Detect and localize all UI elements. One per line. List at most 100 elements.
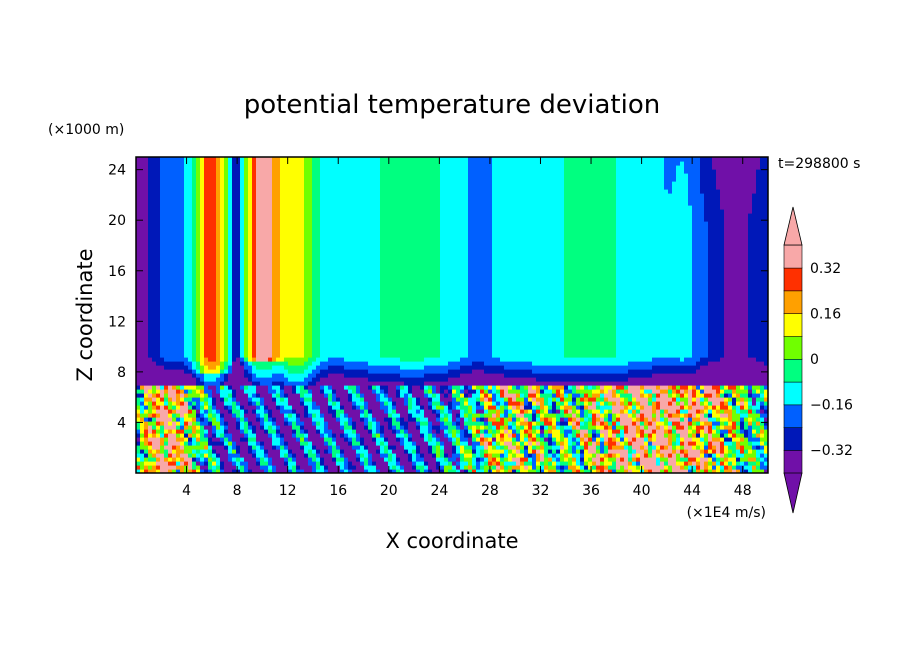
field-cell (156, 397, 161, 402)
field-cell (356, 233, 361, 238)
field-cell (296, 277, 301, 282)
field-cell (144, 157, 149, 162)
field-cell (240, 401, 245, 406)
field-cell (384, 273, 389, 278)
field-cell (272, 405, 277, 410)
field-cell (224, 469, 229, 473)
field-cell (332, 325, 337, 330)
field-cell (312, 217, 317, 222)
field-cell (288, 401, 293, 406)
field-cell (184, 281, 189, 286)
field-cell (220, 305, 225, 310)
field-cell (276, 457, 281, 462)
field-cell (228, 437, 233, 442)
field-cell (364, 321, 369, 326)
field-cell (216, 449, 221, 454)
field-cell (160, 225, 165, 230)
field-cell (208, 397, 213, 402)
field-cell (312, 381, 317, 386)
field-cell (212, 365, 217, 370)
field-cell (336, 357, 341, 362)
field-cell (172, 237, 177, 242)
field-cell (168, 309, 173, 314)
field-cell (220, 405, 225, 410)
field-cell (256, 289, 261, 294)
field-cell (356, 301, 361, 306)
field-cell (240, 365, 245, 370)
field-cell (316, 409, 321, 414)
field-cell (144, 313, 149, 318)
field-cell (168, 469, 173, 473)
field-cell (356, 273, 361, 278)
field-cell (352, 317, 357, 322)
field-cell (380, 345, 385, 350)
field-cell (176, 401, 181, 406)
field-cell (232, 229, 237, 234)
field-cell (308, 281, 313, 286)
field-cell (152, 397, 157, 402)
field-cell (340, 417, 345, 422)
field-cell (304, 437, 309, 442)
field-cell (372, 309, 377, 314)
field-cell (160, 425, 165, 430)
field-cell (176, 469, 181, 473)
field-cell (256, 165, 261, 170)
field-cell (384, 301, 389, 306)
field-cell (268, 249, 273, 254)
field-cell (208, 453, 213, 458)
field-cell (260, 329, 265, 334)
field-cell (380, 269, 385, 274)
field-cell (340, 257, 345, 262)
field-cell (324, 185, 329, 190)
field-cell (364, 393, 369, 398)
field-cell (368, 357, 373, 362)
field-cell (164, 201, 169, 206)
field-cell (180, 293, 185, 298)
field-cell (332, 249, 337, 254)
field-cell (328, 165, 333, 170)
field-cell (348, 453, 353, 458)
field-cell (368, 301, 373, 306)
field-cell (332, 465, 337, 470)
field-cell (292, 209, 297, 214)
field-cell (332, 413, 337, 418)
field-cell (340, 469, 345, 473)
field-cell (364, 377, 369, 382)
field-cell (292, 421, 297, 426)
field-cell (248, 277, 253, 282)
field-cell (244, 241, 249, 246)
field-cell (248, 337, 253, 342)
field-cell (184, 245, 189, 250)
field-cell (160, 413, 165, 418)
field-cell (244, 269, 249, 274)
field-cell (356, 461, 361, 466)
field-cell (296, 305, 301, 310)
field-cell (348, 349, 353, 354)
field-cell (272, 441, 277, 446)
field-cell (380, 397, 385, 402)
field-cell (280, 429, 285, 434)
field-cell (256, 365, 261, 370)
field-cell (272, 305, 277, 310)
field-cell (176, 465, 181, 470)
field-cell (384, 397, 389, 402)
field-cell (284, 313, 289, 318)
field-cell (200, 253, 205, 258)
field-cell (216, 333, 221, 338)
field-cell (272, 265, 277, 270)
field-cell (208, 237, 213, 242)
field-cell (384, 205, 389, 210)
field-cell (372, 469, 377, 473)
field-cell (304, 453, 309, 458)
field-cell (216, 289, 221, 294)
field-cell (356, 277, 361, 282)
field-cell (288, 185, 293, 190)
field-cell (192, 285, 197, 290)
field-cell (304, 361, 309, 366)
field-cell (384, 425, 389, 430)
field-cell (312, 185, 317, 190)
field-cell (148, 397, 153, 402)
field-cell (384, 297, 389, 302)
field-cell (244, 229, 249, 234)
field-cell (328, 293, 333, 298)
